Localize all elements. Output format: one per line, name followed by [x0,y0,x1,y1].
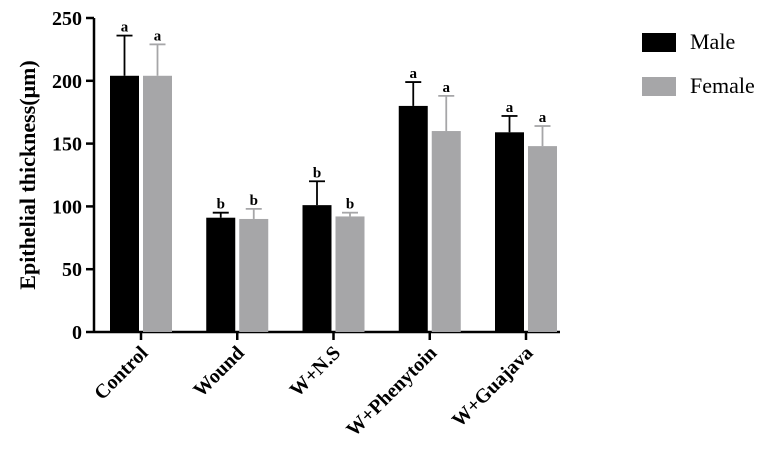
y-tick-label: 100 [52,196,82,218]
significance-label: b [250,193,258,209]
significance-label: a [539,110,547,126]
y-tick-label: 0 [72,322,82,344]
legend-label-female: Female [690,73,755,98]
x-tick-label: W+N.S [286,342,345,401]
significance-label: a [410,66,418,82]
y-tick-label: 200 [52,71,82,93]
bar-female-0 [143,75,172,332]
significance-label: a [443,80,451,96]
significance-label: b [217,197,225,213]
bar-male-0 [110,75,139,332]
bar-female-4 [528,146,557,332]
legend-swatch-female [642,76,676,96]
legend-item-male: Male [642,29,755,54]
axes: 0 50 100 150 200 250 Epithelial thickness(μm) [15,8,560,344]
significance-label: a [506,100,514,116]
bar-male-3 [398,105,428,332]
x-tick-label: Control [90,342,153,405]
bars [110,34,557,332]
significance-label: a [121,20,129,36]
x-tick-label: W+Guajava [448,342,538,432]
legend-item-female: Female [642,73,755,98]
bar-female-3 [431,131,461,332]
x-tick-label: Wound [189,342,249,402]
bar-male-2 [302,205,332,332]
legend: Male Female [642,29,755,118]
bar-male-1 [206,217,236,332]
significance-label: a [154,28,162,44]
y-tick-label: 50 [62,259,82,281]
bar-female-2 [335,216,365,332]
bar-male-4 [495,132,524,332]
legend-label-male: Male [690,29,736,54]
x-tick-label: W+Phenytoin [342,342,441,441]
y-axis-title: Epithelial thickness(μm) [15,60,40,289]
y-tick-label: 150 [52,134,82,156]
bar-female-1 [239,218,269,332]
significance-label: b [313,165,321,181]
y-tick-label: 250 [52,8,82,30]
significance-label: b [346,197,354,213]
legend-swatch-male [642,32,676,52]
